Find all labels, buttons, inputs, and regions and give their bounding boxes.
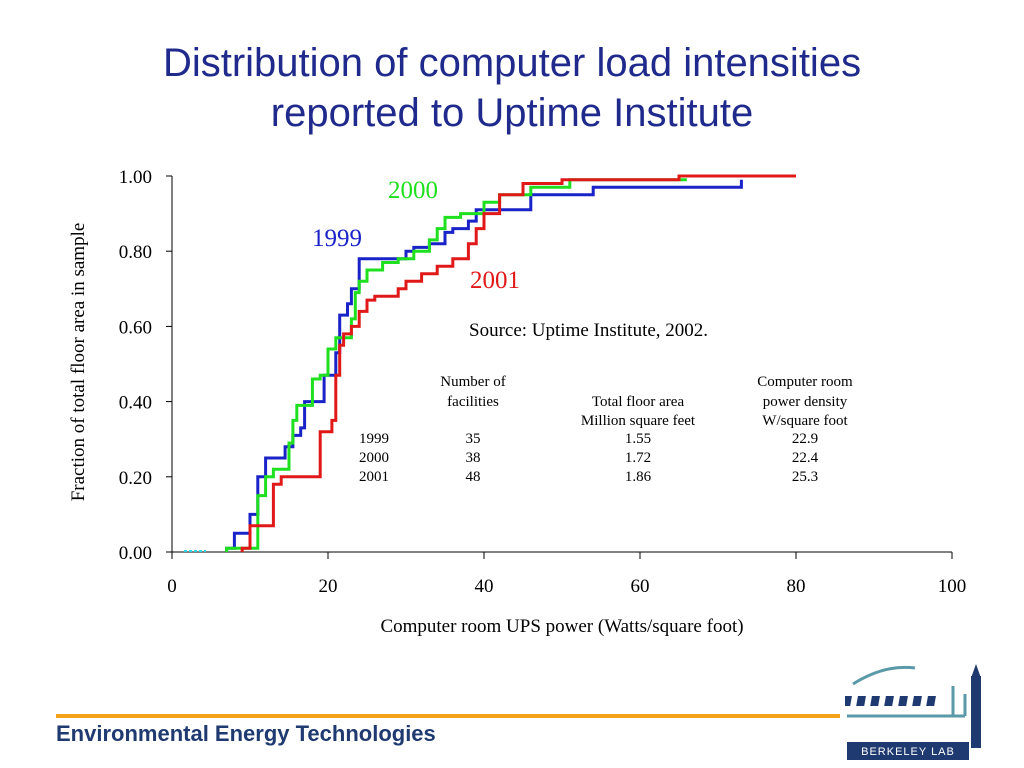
slide-title: Distribution of computer load intensitie… — [0, 38, 1024, 138]
table-cell: 2001 — [359, 469, 389, 485]
series-label-2001: 2001 — [470, 267, 520, 294]
series-line-2000 — [225, 178, 687, 552]
data-table: Number of Computer room facilities Total fl… — [359, 374, 853, 485]
table-cell: 1.55 — [625, 431, 651, 447]
table-header-cell: facilities — [447, 394, 499, 410]
x-axis-label: Computer room UPS power (Watts/square fo… — [380, 616, 743, 637]
series-label-1999: 1999 — [312, 225, 362, 252]
logo-text: BERKELEY LAB — [861, 746, 955, 758]
table-header-cell: Total floor area — [592, 394, 685, 410]
plot-lines — [225, 174, 796, 552]
table-cell: 22.4 — [792, 450, 819, 466]
y-tick-label: 0.80 — [119, 242, 152, 263]
table-cell: 2000 — [359, 450, 389, 466]
table-cell: 38 — [466, 450, 481, 466]
title-line-2: reported to Uptime Institute — [270, 91, 754, 135]
x-tick-label: 20 — [319, 576, 338, 597]
source-note: Source: Uptime Institute, 2002. — [469, 320, 708, 341]
y-tick-label: 0.40 — [119, 393, 152, 414]
x-tick-label: 40 — [475, 576, 494, 597]
x-tick-label: 0 — [167, 576, 177, 597]
footer-text: Environmental Energy Technologies — [56, 721, 436, 746]
y-tick-label: 0.20 — [119, 468, 152, 489]
title-line-1: Distribution of computer load intensitie… — [162, 41, 862, 85]
table-cell: 1.72 — [625, 450, 651, 466]
series-line-2001 — [240, 174, 796, 552]
table-cell: 1.86 — [625, 469, 652, 485]
y-axis-label: Fraction of total floor area in sample — [68, 223, 89, 502]
series-line-1999 — [225, 179, 743, 552]
axes: 0.00 0.20 0.40 0.60 0.80 1.00 0 20 40 60 80 100 — [119, 167, 967, 597]
x-tick-label: 100 — [938, 576, 967, 597]
footer-bar — [56, 714, 840, 718]
x-tick-label: 80 — [787, 576, 806, 597]
table-header-cell: W/square foot — [762, 413, 848, 429]
series-label-2000: 2000 — [388, 177, 438, 204]
y-tick-label: 1.00 — [119, 167, 152, 188]
table-cell: 1999 — [359, 431, 389, 447]
x-tick-label: 60 — [631, 576, 650, 597]
series-labels: 1999 2000 2001 — [312, 177, 520, 294]
y-tick-label: 0.00 — [119, 543, 152, 564]
table-cell: 48 — [466, 469, 481, 485]
berkeley-lab-logo: BERKELEY LAB — [845, 664, 981, 760]
table-cell: 22.9 — [792, 431, 818, 447]
table-header-cell: power density — [763, 394, 848, 410]
table-header-cell: Number of — [440, 374, 505, 390]
table-cell: 25.3 — [792, 469, 818, 485]
table-cell: 35 — [466, 431, 481, 447]
table-header-cell: Computer room — [757, 374, 853, 390]
y-tick-label: 0.60 — [119, 317, 152, 338]
cdf-chart: 0.00 0.20 0.40 0.60 0.80 1.00 0 20 40 60 80 100 199… — [68, 167, 967, 637]
table-header-cell: Million square feet — [581, 413, 696, 429]
